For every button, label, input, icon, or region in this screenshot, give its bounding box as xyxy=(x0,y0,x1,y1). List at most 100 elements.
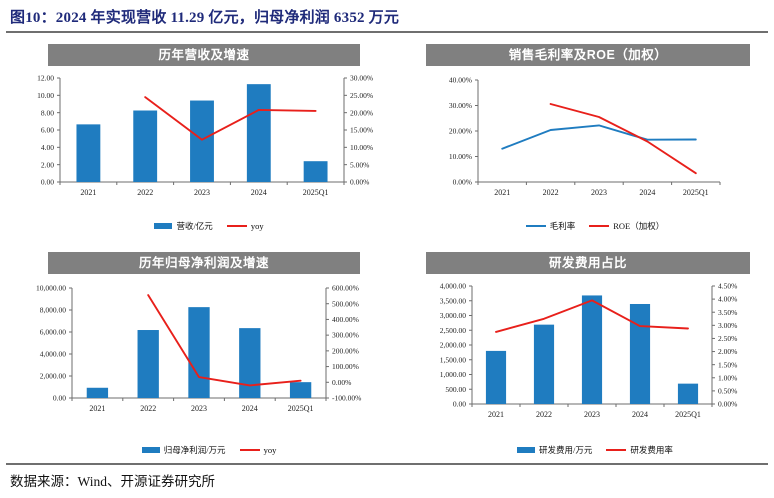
chart-plot-net-profit: 0.00 2,000.00 4,000.00 6,000.00 8,000.00 10,0… xyxy=(14,278,404,444)
svg-text:300.00%: 300.00% xyxy=(332,331,359,340)
svg-text:2021: 2021 xyxy=(80,188,96,197)
svg-text:400.00%: 400.00% xyxy=(332,315,359,324)
legend-item-rnd-bar: 研发费用/万元 xyxy=(517,444,592,456)
svg-text:600.00%: 600.00% xyxy=(332,284,359,293)
svg-text:-100.00%: -100.00% xyxy=(332,394,361,403)
svg-text:3.50%: 3.50% xyxy=(718,308,737,317)
svg-text:2.00%: 2.00% xyxy=(718,347,737,356)
svg-text:20.00%: 20.00% xyxy=(350,108,373,117)
chart-panel-net-profit: 历年归母净利润及增速 0.00 2,000.00 4,000.00 6,000.00 8… xyxy=(14,252,404,462)
svg-text:2023: 2023 xyxy=(194,188,210,197)
legend-swatch-bar-icon xyxy=(517,447,536,453)
legend-label: 研发费用/万元 xyxy=(539,445,593,455)
svg-text:2023: 2023 xyxy=(191,404,207,413)
svg-text:0.00%: 0.00% xyxy=(332,378,351,387)
net-profit-svg: 0.00 2,000.00 4,000.00 6,000.00 8,000.00 10,0… xyxy=(36,284,361,413)
svg-text:100.00%: 100.00% xyxy=(332,362,359,371)
svg-text:2024: 2024 xyxy=(251,188,267,197)
legend-label: yoy xyxy=(250,221,264,231)
svg-text:6.00: 6.00 xyxy=(41,126,54,135)
legend-label: 归母净利润/万元 xyxy=(163,445,226,455)
legend-swatch-line-icon xyxy=(589,224,610,228)
svg-text:6,000.00: 6,000.00 xyxy=(40,328,67,337)
svg-text:20.00%: 20.00% xyxy=(449,127,472,136)
chart-panel-rnd-expense: 研发费用占比 0.00 500.00 1,000.00 1,500.00 2,000.0… xyxy=(420,252,770,462)
svg-text:10.00%: 10.00% xyxy=(350,143,373,152)
svg-text:2022: 2022 xyxy=(536,410,552,419)
source-divider-bottom xyxy=(6,463,768,465)
svg-text:2,000.00: 2,000.00 xyxy=(440,341,467,350)
legend-item-gross-margin: 毛利率 xyxy=(525,220,576,232)
chart-legend-margin-roe: 毛利率 ROE（加权） xyxy=(420,220,770,232)
legend-item-roe: ROE（加权） xyxy=(589,220,664,232)
svg-text:2021: 2021 xyxy=(488,410,504,419)
chart-title-revenue: 历年营收及增速 xyxy=(48,44,360,66)
svg-text:2021: 2021 xyxy=(89,404,105,413)
chart-legend-revenue: 营收/亿元 yoy xyxy=(14,220,404,232)
legend-label: ROE（加权） xyxy=(613,221,665,231)
svg-text:2025Q1: 2025Q1 xyxy=(675,410,701,419)
svg-text:1,000.00: 1,000.00 xyxy=(440,370,467,379)
legend-item-net-profit-bar: 归母净利润/万元 xyxy=(141,444,226,456)
svg-text:4.00%: 4.00% xyxy=(718,295,737,304)
svg-text:12.00: 12.00 xyxy=(37,74,54,83)
svg-text:4,000.00: 4,000.00 xyxy=(440,282,467,291)
svg-text:2023: 2023 xyxy=(584,410,600,419)
svg-text:10,000.00: 10,000.00 xyxy=(36,284,66,293)
chart-panel-margin-roe: 销售毛利率及ROE（加权） 0.00% 10.00% 20.00% 30.00% 40.… xyxy=(420,44,770,244)
svg-text:4,000.00: 4,000.00 xyxy=(40,350,67,359)
data-source-note: 数据来源：Wind、开源证券研究所 xyxy=(10,474,215,489)
svg-text:2.50%: 2.50% xyxy=(718,334,737,343)
svg-text:500.00: 500.00 xyxy=(445,385,466,394)
svg-text:2025Q1: 2025Q1 xyxy=(288,404,314,413)
svg-text:40.00%: 40.00% xyxy=(449,76,472,85)
rnd-expense-svg: 0.00 500.00 1,000.00 1,500.00 2,000.00 2,500.… xyxy=(440,282,738,419)
svg-text:1,500.00: 1,500.00 xyxy=(440,355,467,364)
svg-text:0.50%: 0.50% xyxy=(718,386,737,395)
svg-text:0.00: 0.00 xyxy=(53,394,66,403)
svg-text:10.00: 10.00 xyxy=(37,91,54,100)
legend-swatch-line-blue-icon xyxy=(525,224,546,228)
chart-panel-revenue: 历年营收及增速 0.00 2.00 4.00 6.00 8.00 10.00 12.00 0.… xyxy=(14,44,404,244)
svg-text:30.00%: 30.00% xyxy=(449,101,472,110)
chart-title-rnd-expense: 研发费用占比 xyxy=(426,252,750,274)
legend-item-net-profit-yoy: yoy xyxy=(239,445,277,455)
svg-text:0.00%: 0.00% xyxy=(718,400,737,409)
svg-text:500.00%: 500.00% xyxy=(332,299,359,308)
svg-text:30.00%: 30.00% xyxy=(350,74,373,83)
legend-label: yoy xyxy=(263,445,277,455)
chart-title-net-profit: 历年归母净利润及增速 xyxy=(48,252,360,274)
svg-text:3,500.00: 3,500.00 xyxy=(440,296,467,305)
svg-text:2025Q1: 2025Q1 xyxy=(683,188,709,197)
legend-swatch-bar-icon xyxy=(141,447,160,453)
svg-text:3,000.00: 3,000.00 xyxy=(440,311,467,320)
svg-text:15.00%: 15.00% xyxy=(350,126,373,135)
svg-text:8,000.00: 8,000.00 xyxy=(40,306,67,315)
legend-swatch-line-icon xyxy=(606,448,627,452)
svg-text:2024: 2024 xyxy=(242,404,258,413)
svg-text:10.00%: 10.00% xyxy=(449,152,472,161)
legend-item-revenue-bar: 营收/亿元 xyxy=(154,220,213,232)
chart-plot-margin-roe: 0.00% 10.00% 20.00% 30.00% 40.00% 2021 2022 202… xyxy=(420,70,770,220)
svg-text:2022: 2022 xyxy=(140,404,156,413)
svg-text:2023: 2023 xyxy=(591,188,607,197)
legend-item-rnd-rate: 研发费用率 xyxy=(606,444,673,456)
svg-text:1.00%: 1.00% xyxy=(718,373,737,382)
legend-label: 营收/亿元 xyxy=(176,221,213,231)
chart-legend-rnd-expense: 研发费用/万元 研发费用率 xyxy=(420,444,770,456)
svg-text:2022: 2022 xyxy=(137,188,153,197)
legend-swatch-line-icon xyxy=(239,448,260,452)
svg-text:4.50%: 4.50% xyxy=(718,282,737,291)
title-divider-top xyxy=(6,31,768,33)
margin-roe-svg: 0.00% 10.00% 20.00% 30.00% 40.00% 2021 2022 202… xyxy=(449,76,721,197)
legend-label: 研发费用率 xyxy=(630,445,673,455)
svg-text:2,000.00: 2,000.00 xyxy=(40,372,67,381)
legend-swatch-bar-icon xyxy=(154,223,173,229)
svg-text:0.00%: 0.00% xyxy=(453,178,472,187)
revenue-svg: 0.00 2.00 4.00 6.00 8.00 10.00 12.00 0.00% 5.00%… xyxy=(37,74,373,197)
legend-label: 毛利率 xyxy=(549,221,576,231)
legend-swatch-line-icon xyxy=(226,224,247,228)
svg-text:2021: 2021 xyxy=(494,188,510,197)
svg-text:0.00: 0.00 xyxy=(41,178,54,187)
svg-text:8.00: 8.00 xyxy=(41,108,54,117)
